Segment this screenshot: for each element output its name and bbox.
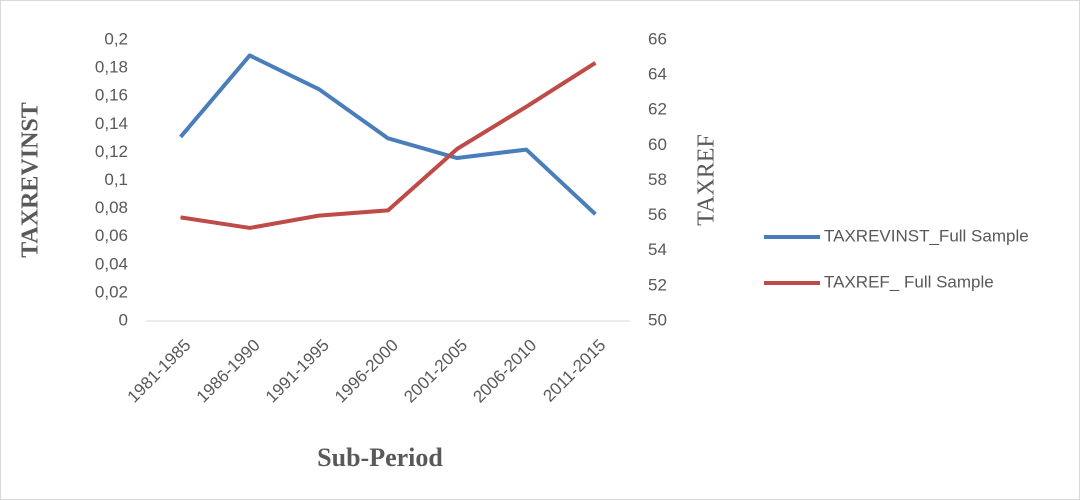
y-tick-label: 0,2	[104, 29, 128, 48]
data-line	[179, 53, 597, 216]
y-tick-label: 0,18	[95, 58, 128, 77]
legend-label: TAXREVINST_Full Sample	[824, 226, 1029, 245]
y2-tick-label: 54	[648, 240, 667, 259]
y2-tick-label: 52	[648, 275, 667, 294]
y2-tick-label: 58	[648, 170, 667, 189]
y2-tick-label: 60	[648, 135, 667, 154]
y2-tick-label: 64	[648, 65, 667, 84]
y-tick-label: 0,08	[95, 198, 128, 217]
y2-tick-label: 56	[648, 205, 667, 224]
y-tick-label: 0,06	[95, 226, 128, 245]
y2-tick-label: 50	[648, 310, 667, 329]
y2-tick-label: 62	[648, 100, 667, 119]
x-axis-label: Sub-Period	[317, 443, 443, 472]
y-tick-label: 0	[119, 310, 128, 329]
y2-tick-label: 66	[648, 29, 667, 48]
y-tick-label: 0,12	[95, 142, 128, 161]
y-tick-label: 0,02	[95, 282, 128, 301]
legend-label: TAXREF_ Full Sample	[824, 272, 994, 291]
y-tick-label: 0,1	[104, 170, 128, 189]
y-tick-label: 0,04	[95, 254, 128, 273]
y-axis-label: TAXREVINST	[18, 102, 44, 258]
y2-axis-label: TAXREF	[694, 134, 720, 225]
data-line	[180, 61, 597, 230]
y-tick-label: 0,14	[95, 114, 128, 133]
y-tick-label: 0,16	[95, 86, 128, 105]
